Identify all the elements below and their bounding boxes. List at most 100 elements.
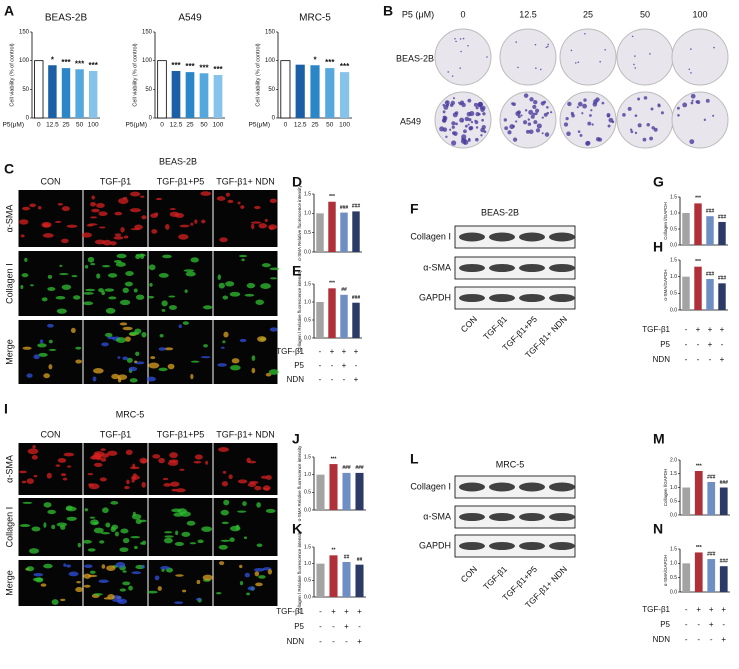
colony xyxy=(690,48,692,50)
band xyxy=(549,482,575,492)
colony xyxy=(541,132,544,135)
chart-title: BEAS-2B xyxy=(45,13,88,24)
cell xyxy=(242,501,247,507)
cell xyxy=(114,531,119,537)
treatment-mark: - xyxy=(319,375,322,384)
y-tick-label: 0.5 xyxy=(670,499,677,505)
cell xyxy=(267,569,273,575)
treatment-mark: - xyxy=(685,355,688,364)
bar xyxy=(199,73,209,118)
cell xyxy=(219,561,225,566)
cell xyxy=(179,468,185,471)
cell xyxy=(229,537,235,543)
cell xyxy=(231,358,240,364)
treatment-mark: - xyxy=(358,622,361,631)
cell xyxy=(83,573,92,579)
y-tick-label: 100 xyxy=(19,58,30,64)
cell xyxy=(111,373,120,380)
cell xyxy=(221,346,225,349)
cell xyxy=(239,581,244,586)
cell xyxy=(129,208,141,213)
cell xyxy=(158,457,165,464)
band xyxy=(459,513,485,521)
x-tick-label: 12.5 xyxy=(170,122,183,129)
colony xyxy=(567,101,572,107)
cell xyxy=(122,581,131,586)
cell xyxy=(60,473,67,477)
cell xyxy=(185,271,196,277)
colony xyxy=(461,102,466,108)
colony xyxy=(463,139,469,145)
cell xyxy=(268,224,278,230)
cell xyxy=(132,511,136,517)
cell xyxy=(125,449,133,456)
cell xyxy=(47,286,56,292)
treatment-label: NDN xyxy=(287,637,305,646)
y-label: α-SMA/GAPDH xyxy=(663,555,668,586)
band xyxy=(489,264,515,272)
cell xyxy=(217,363,227,367)
cell xyxy=(48,364,53,370)
cell xyxy=(62,477,68,481)
colony xyxy=(459,67,462,69)
cell xyxy=(115,261,126,267)
row-label: Collagen Ⅰ xyxy=(4,263,14,304)
row-label: α-SMA xyxy=(4,205,14,233)
significance: ### xyxy=(707,551,716,557)
y-tick-label: 50 xyxy=(22,87,29,93)
bar xyxy=(340,72,350,118)
cell xyxy=(238,254,248,258)
cell xyxy=(66,564,71,568)
cell xyxy=(251,367,256,374)
cell xyxy=(83,301,94,306)
y-tick-label: 0 xyxy=(26,116,30,122)
band xyxy=(549,294,575,302)
x-label: P5(μM) xyxy=(3,122,24,129)
cell xyxy=(39,339,44,344)
cell xyxy=(229,291,241,297)
cell xyxy=(225,281,235,287)
cell xyxy=(31,526,41,532)
cell xyxy=(140,542,144,545)
y-label: Collagen Ⅰ/GAPDH xyxy=(663,469,668,507)
cell xyxy=(87,548,96,552)
cell xyxy=(203,344,208,348)
micrograph xyxy=(148,320,213,384)
colony xyxy=(543,100,547,104)
dish xyxy=(559,28,617,86)
cell xyxy=(216,196,226,201)
cell xyxy=(169,452,178,459)
colony xyxy=(507,130,512,135)
colony xyxy=(637,97,641,101)
cell xyxy=(129,191,141,197)
colony xyxy=(643,96,648,100)
y-tick-label: 0.0 xyxy=(670,242,677,248)
significance: *** xyxy=(75,59,85,68)
significance: *** xyxy=(340,62,350,71)
y-tick-label: 1.5 xyxy=(670,471,677,477)
cell xyxy=(119,588,127,592)
cell xyxy=(170,481,180,487)
cell xyxy=(37,343,47,348)
cell xyxy=(31,455,38,460)
treatment-mark: + xyxy=(720,325,725,334)
cell xyxy=(122,287,129,294)
cell xyxy=(113,236,124,240)
significance: ** xyxy=(332,548,336,554)
colony xyxy=(524,109,528,112)
cell xyxy=(132,463,136,469)
colony xyxy=(597,137,603,142)
colony xyxy=(611,120,615,124)
cell xyxy=(146,590,158,594)
cell xyxy=(30,284,34,287)
colony xyxy=(660,111,664,115)
cell xyxy=(262,485,271,491)
colony xyxy=(653,127,658,132)
y-label: α-SMA/GAPDH xyxy=(663,269,668,300)
cell xyxy=(134,224,143,230)
treatment-mark: + xyxy=(708,325,713,334)
cell xyxy=(129,378,138,383)
panel-letter: M xyxy=(653,431,665,447)
cell xyxy=(101,532,110,535)
cell xyxy=(162,477,169,481)
